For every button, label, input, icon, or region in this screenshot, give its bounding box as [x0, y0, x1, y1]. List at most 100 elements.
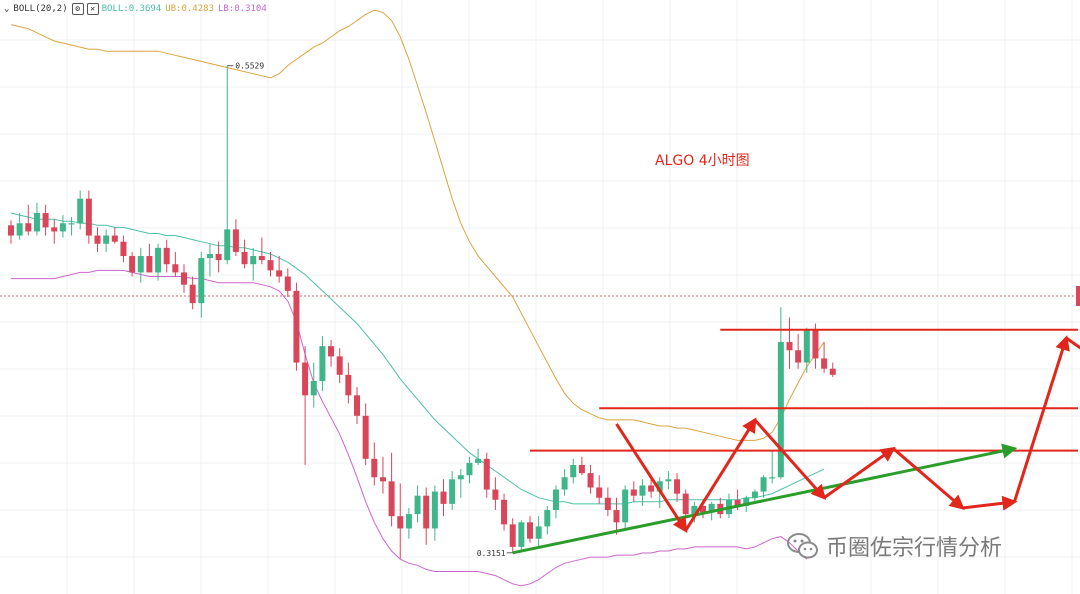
candle-body	[276, 270, 283, 277]
candle-body	[405, 514, 412, 529]
candle-body	[328, 346, 335, 357]
chart-annotation-title: ALGO 4小时图	[655, 153, 750, 169]
candle-body	[111, 235, 118, 242]
forecast-arrow	[823, 446, 896, 499]
candle-body	[371, 458, 378, 478]
candle-body	[25, 223, 32, 232]
candle-body	[302, 362, 309, 396]
candle-body	[561, 477, 568, 490]
candle-body	[803, 329, 810, 363]
candle-body	[630, 489, 637, 496]
candle-body	[250, 256, 257, 265]
candle-body	[336, 356, 343, 375]
price-mark-high: 0.5529	[235, 62, 264, 71]
candle-body	[795, 350, 802, 363]
candle-body	[77, 198, 84, 224]
candle-body	[509, 524, 516, 547]
candle-body	[155, 247, 162, 273]
candle-body	[146, 256, 153, 273]
candle-body	[751, 491, 758, 498]
current-price-marker	[1076, 285, 1080, 306]
candle-body	[674, 479, 681, 494]
candle-body	[354, 395, 360, 416]
candle-body	[492, 489, 499, 500]
candle-body	[596, 487, 603, 498]
indicator-header: ⌄ BOLL(20,2) ⚙ ✕ BOLL:0.3694 UB:0.4283 L…	[4, 2, 271, 16]
candle-body	[319, 346, 326, 381]
candle-body	[821, 358, 828, 369]
candle-body	[578, 464, 585, 474]
candle-body	[665, 479, 672, 482]
candle-body	[267, 260, 274, 271]
candle-body	[743, 497, 750, 506]
candle-body	[59, 223, 66, 232]
candle-body	[535, 526, 542, 539]
candles	[8, 65, 836, 560]
candle-body	[33, 213, 40, 232]
candle-body	[483, 458, 490, 490]
candle-body	[172, 264, 179, 273]
boll-upper-line	[10, 9, 825, 441]
candle-body	[388, 481, 395, 517]
candle-body	[345, 374, 352, 396]
candle-body	[85, 198, 92, 236]
forecast-arrow	[753, 418, 827, 500]
drawings	[512, 328, 1080, 555]
forecast-arrow	[615, 423, 688, 534]
candle-body	[284, 276, 291, 291]
candle-body	[475, 458, 482, 463]
candle-body	[648, 485, 655, 492]
candle-body	[103, 235, 110, 244]
candle-body	[215, 253, 222, 261]
candle-body	[682, 493, 689, 515]
candle-body	[570, 464, 577, 478]
boll-mid-value: BOLL:0.3694	[101, 4, 162, 14]
wechat-icon	[787, 533, 818, 559]
candle-body	[769, 477, 776, 479]
candle-body	[310, 380, 317, 396]
candle-body	[189, 284, 196, 304]
collapse-chevron-icon[interactable]: ⌄	[4, 4, 10, 14]
boll-lower-line	[11, 269, 808, 587]
candle-body	[16, 223, 23, 236]
candle-body	[613, 510, 620, 523]
candle-body	[812, 329, 819, 359]
candle-body	[120, 241, 127, 257]
candle-body	[163, 247, 170, 265]
candle-body	[708, 503, 715, 513]
watermark: 币圈佐宗行情分析	[786, 530, 1002, 562]
settings-gear-icon[interactable]: ⚙	[71, 3, 84, 15]
forecast-arrow	[892, 447, 965, 510]
candle-body	[423, 495, 430, 529]
candle-body	[379, 477, 386, 482]
candle-body	[293, 290, 300, 363]
candle-body	[362, 415, 369, 459]
candle-body	[734, 499, 741, 506]
candle-body	[786, 342, 793, 351]
candle-body	[8, 225, 14, 236]
candle-body	[129, 256, 136, 273]
candle-body	[700, 505, 706, 513]
candle-body	[639, 485, 646, 496]
candle-body	[457, 475, 464, 480]
boll-upper-value: UB:0.4283	[165, 4, 214, 14]
candle-body	[449, 479, 456, 504]
candle-body	[414, 495, 421, 515]
candle-body	[777, 342, 784, 478]
candle-body	[198, 258, 205, 304]
forecast-arrow	[1065, 336, 1080, 350]
support-trendline	[512, 443, 1018, 555]
candle-body	[544, 510, 551, 527]
candle-body	[656, 481, 663, 492]
indicator-name: BOLL(20,2)	[13, 4, 68, 14]
close-icon[interactable]: ✕	[86, 3, 99, 15]
forecast-arrow	[962, 495, 1018, 511]
candle-body	[206, 253, 213, 259]
candle-body	[431, 491, 438, 529]
price-mark-low: 0.3151	[477, 549, 506, 558]
candle-body	[518, 522, 525, 547]
candle-body	[397, 516, 404, 529]
candle-body	[622, 489, 629, 523]
